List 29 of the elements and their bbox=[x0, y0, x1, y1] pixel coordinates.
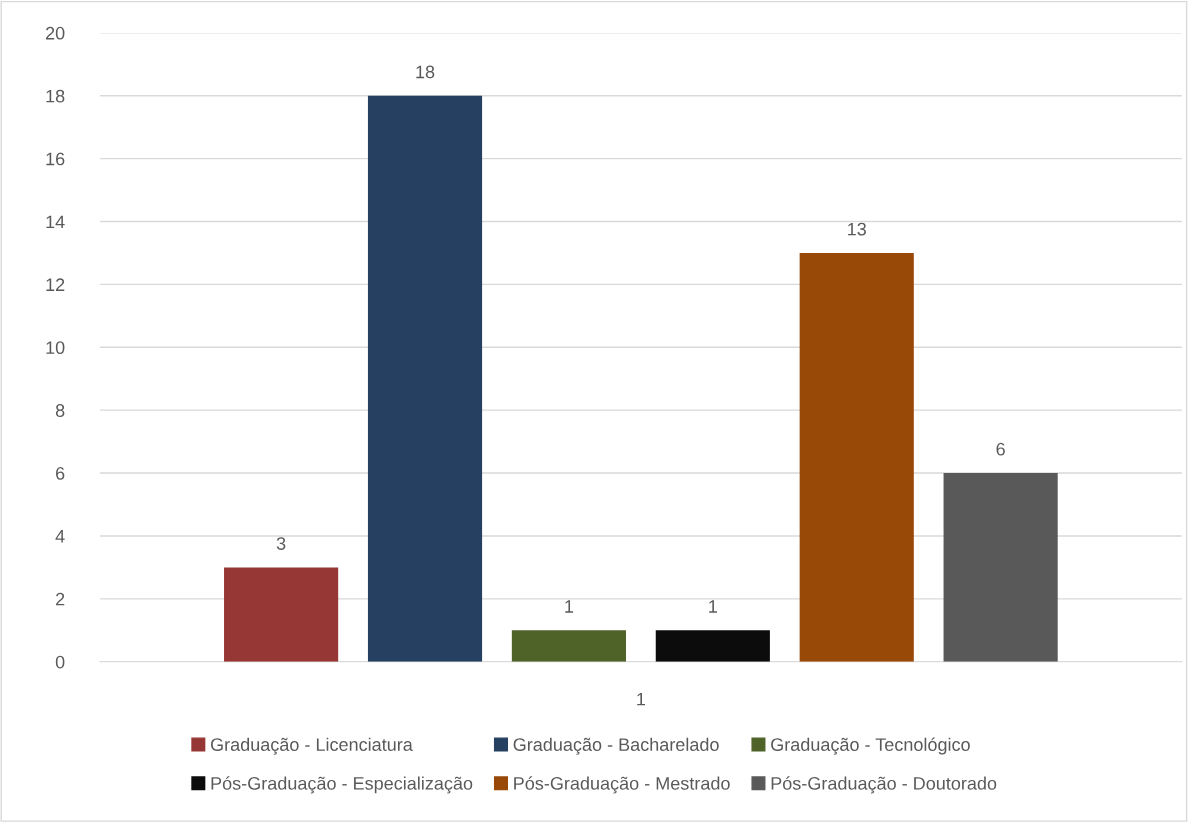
legend-label: Graduação - Tecnológico bbox=[771, 737, 970, 755]
legend-label: Pós-Graduação - Especialização bbox=[211, 776, 473, 794]
legend-label: Graduação - Bacharelado bbox=[513, 737, 719, 755]
bar bbox=[367, 95, 483, 662]
y-tick-label: 16 bbox=[46, 152, 65, 166]
y-tick-label: 10 bbox=[46, 341, 65, 355]
y-tick-label: 2 bbox=[56, 592, 65, 606]
y-tick-label: 12 bbox=[46, 278, 65, 291]
bar bbox=[799, 252, 914, 662]
y-tick-label: 20 bbox=[45, 26, 65, 40]
data-label: 1 bbox=[709, 600, 717, 613]
y-tick-label: 6 bbox=[56, 467, 65, 480]
bar bbox=[511, 630, 626, 662]
bar bbox=[655, 630, 770, 662]
data-label: 6 bbox=[996, 442, 1005, 456]
data-label: 18 bbox=[416, 65, 435, 79]
legend-label: Pós-Graduação - Doutorado bbox=[771, 776, 997, 794]
y-tick-label: 0 bbox=[55, 655, 65, 669]
y-tick-label: 4 bbox=[55, 530, 65, 543]
y-tick-label: 14 bbox=[46, 215, 65, 229]
data-label: 13 bbox=[848, 222, 866, 236]
data-label: 1 bbox=[565, 600, 574, 613]
legend-label: Graduação - Licenciatura bbox=[210, 737, 413, 755]
y-tick-label: 8 bbox=[55, 404, 65, 417]
y-tick-label: 18 bbox=[46, 89, 65, 103]
bar bbox=[943, 473, 1058, 662]
legend-label: Pós-Graduação - Mestrado bbox=[514, 776, 730, 794]
data-label: 3 bbox=[276, 537, 286, 550]
bar bbox=[224, 567, 339, 662]
